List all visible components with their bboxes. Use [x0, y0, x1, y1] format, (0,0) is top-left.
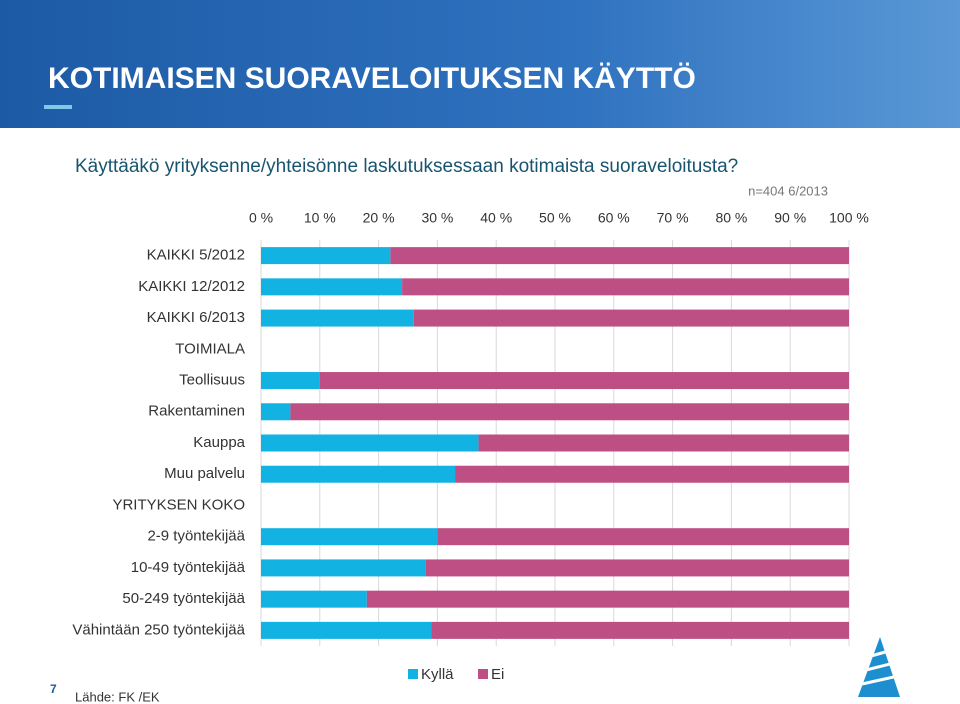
y-tick-label: Kauppa [193, 434, 245, 451]
y-tick-label: Vähintään 250 työntekijää [72, 621, 245, 638]
bar-segment [402, 278, 849, 296]
bar-segment [261, 528, 438, 546]
x-tick-label: 80 % [715, 210, 747, 226]
chart-title: Käyttääkö yrityksenne/yhteisönne laskutu… [75, 156, 738, 177]
x-tick-label: 0 % [249, 210, 273, 226]
x-tick-label: 60 % [598, 210, 630, 226]
bar-segment [437, 528, 849, 546]
x-tick-label: 10 % [304, 210, 336, 226]
legend-label: Kyllä [421, 666, 454, 683]
bar-segment [455, 465, 849, 483]
page-number: 7 [50, 682, 57, 696]
bar-segment [366, 590, 849, 608]
bar-segment [261, 372, 320, 390]
bar-segment [431, 621, 849, 639]
y-tick-label: 2-9 työntekijää [147, 528, 245, 545]
bar-segment [261, 403, 291, 421]
source: Lähde: FK /EK [75, 689, 160, 704]
y-tick-label: Muu palvelu [164, 465, 245, 482]
header-band [0, 0, 960, 128]
bar-segment [261, 621, 432, 639]
bar-segment [261, 278, 403, 296]
y-tick-label: KAIKKI 6/2013 [147, 309, 245, 326]
bar-segment [261, 309, 414, 327]
x-tick-label: 100 % [829, 210, 869, 226]
bar-segment [413, 309, 849, 327]
y-tick-label: KAIKKI 12/2012 [138, 278, 245, 295]
legend-swatch [478, 669, 488, 679]
bar-segment [261, 559, 426, 577]
bar-segment [261, 590, 367, 608]
y-tick-label: YRITYKSEN KOKO [112, 496, 245, 513]
bar-segment [261, 434, 479, 452]
slide-title: KOTIMAISEN SUORAVELOITUKSEN KÄYTTÖ [48, 62, 696, 95]
bar-segment [319, 372, 849, 390]
bar-segment [390, 247, 849, 265]
y-tick-label: KAIKKI 5/2012 [147, 247, 245, 264]
x-tick-label: 50 % [539, 210, 571, 226]
y-tick-label: Rakentaminen [148, 403, 245, 420]
logo [858, 637, 900, 697]
x-tick-label: 20 % [363, 210, 395, 226]
x-tick-label: 70 % [657, 210, 689, 226]
bar-segment [478, 434, 849, 452]
bar-segment [425, 559, 849, 577]
title-underline [44, 105, 72, 109]
x-tick-label: 90 % [774, 210, 806, 226]
y-tick-label: 10-49 työntekijää [131, 559, 246, 576]
bar-segment [290, 403, 849, 421]
bar-segment [261, 247, 391, 265]
x-tick-label: 40 % [480, 210, 512, 226]
y-tick-label: 50-249 työntekijää [122, 590, 245, 607]
bar-segment [261, 465, 456, 483]
y-tick-label: Teollisuus [179, 372, 245, 389]
legend-label: Ei [491, 666, 504, 683]
y-tick-label: TOIMIALA [175, 340, 245, 357]
legend-swatch [408, 669, 418, 679]
x-tick-label: 30 % [421, 210, 453, 226]
annotation: n=404 6/2013 [748, 183, 828, 198]
